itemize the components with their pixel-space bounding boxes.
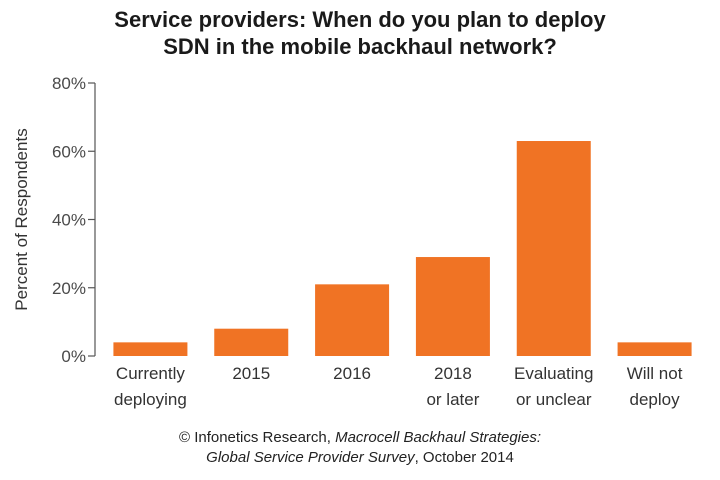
y-tick-label: 0% bbox=[61, 347, 86, 366]
bar bbox=[516, 141, 591, 356]
y-tick-label: 20% bbox=[52, 279, 86, 298]
chart-title-line2: SDN in the mobile backhaul network? bbox=[163, 34, 557, 59]
y-tick-label: 60% bbox=[52, 142, 86, 161]
source-survey-title: Global Service Provider Survey bbox=[206, 449, 415, 466]
x-category-label: 2015 bbox=[232, 364, 270, 383]
bar bbox=[113, 342, 188, 356]
source-prefix: © Infonetics Research, bbox=[178, 429, 336, 446]
source-report-title: Macrocell Backhaul Strategies: bbox=[335, 429, 542, 446]
x-category-label: deploying bbox=[114, 390, 187, 409]
x-category-label: Currently bbox=[116, 364, 185, 383]
bar bbox=[617, 342, 692, 356]
x-category-label: or unclear bbox=[516, 390, 592, 409]
bar bbox=[415, 257, 490, 356]
source-date: , October 2014 bbox=[414, 449, 514, 466]
x-category-label: Will not bbox=[627, 364, 683, 383]
bar bbox=[214, 328, 289, 356]
chart-title-line1: Service providers: When do you plan to d… bbox=[114, 7, 606, 32]
x-category-label: or later bbox=[426, 390, 479, 409]
x-category-label: 2016 bbox=[333, 364, 371, 383]
x-category-label: 2018 bbox=[434, 364, 472, 383]
source-note: © Infonetics Research, Macrocell Backhau… bbox=[0, 428, 720, 468]
x-category-label: deploy bbox=[630, 390, 681, 409]
y-tick-label: 80% bbox=[52, 74, 86, 93]
y-axis-title: Percent of Respondents bbox=[12, 128, 31, 310]
y-tick-label: 40% bbox=[52, 211, 86, 230]
x-category-label: Evaluating bbox=[514, 364, 593, 383]
bar bbox=[315, 284, 390, 356]
chart-title: Service providers: When do you plan to d… bbox=[0, 6, 720, 60]
